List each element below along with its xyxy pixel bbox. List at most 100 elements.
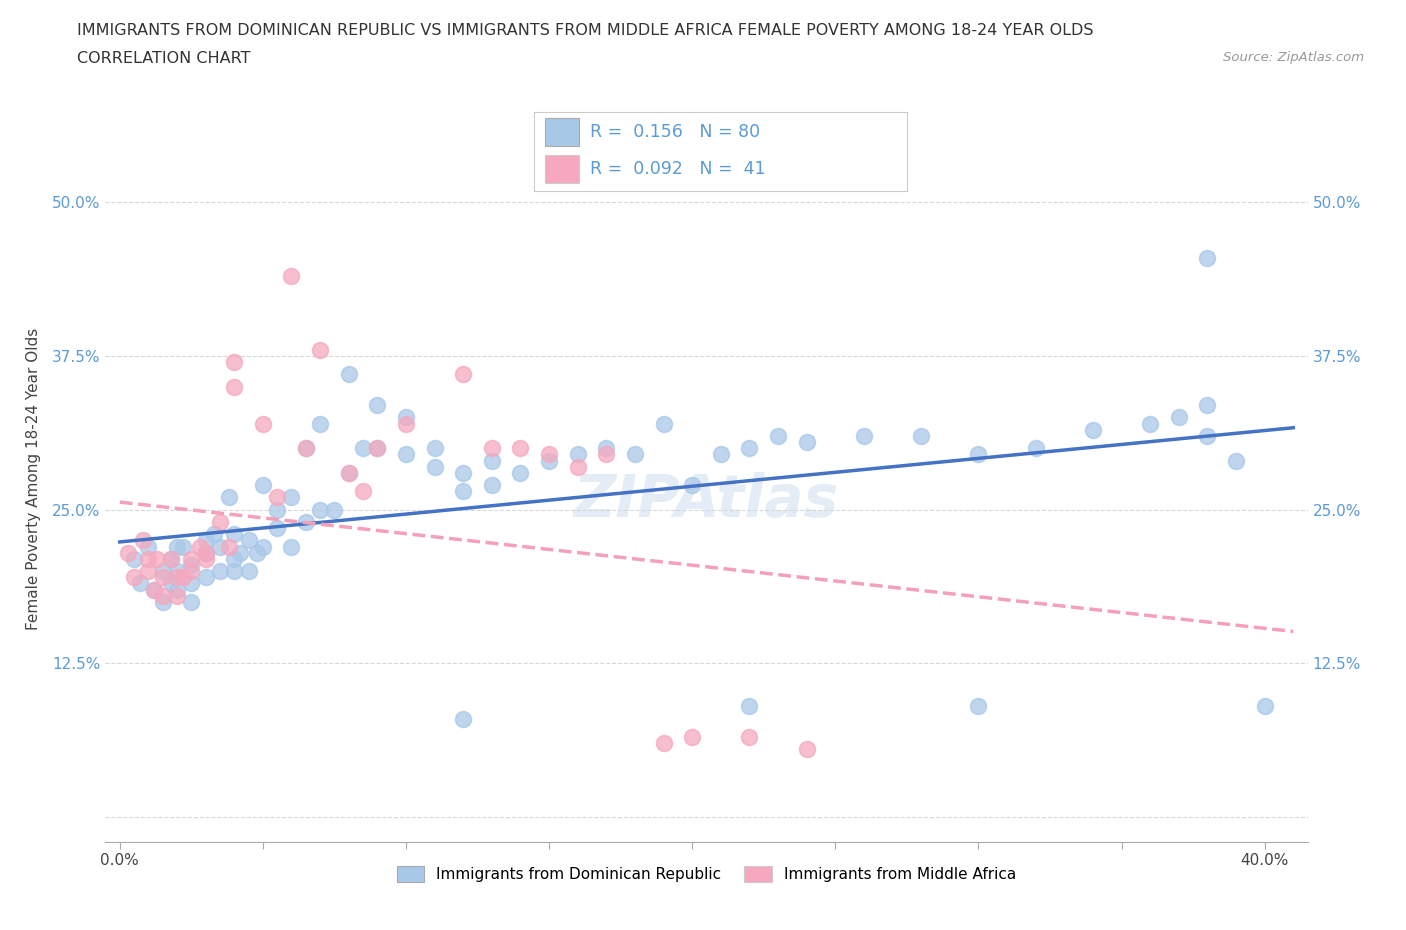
Text: IMMIGRANTS FROM DOMINICAN REPUBLIC VS IMMIGRANTS FROM MIDDLE AFRICA FEMALE POVER: IMMIGRANTS FROM DOMINICAN REPUBLIC VS IM… (77, 23, 1094, 38)
Point (1253, 699, 1275, 714)
Text: Source: ZipAtlas.com: Source: ZipAtlas.com (1223, 51, 1364, 64)
Point (194, 533, 217, 548)
Point (323, 502, 346, 517)
Point (152, 564, 174, 578)
Point (229, 545, 252, 560)
Text: CORRELATION CHART: CORRELATION CHART (77, 51, 250, 66)
Point (252, 539, 274, 554)
Point (160, 576, 183, 591)
Point (451, 367, 474, 382)
Point (352, 441, 374, 456)
Point (280, 269, 302, 284)
Bar (546, 155, 579, 182)
Point (738, 699, 761, 714)
Point (595, 447, 617, 462)
Point (309, 417, 332, 432)
Point (128, 576, 150, 591)
Point (352, 484, 374, 498)
Legend: Immigrants from Dominican Republic, Immigrants from Middle Africa: Immigrants from Dominican Republic, Immi… (391, 860, 1022, 888)
Point (481, 441, 503, 456)
Point (766, 429, 789, 444)
Point (1081, 422, 1104, 437)
Point (194, 545, 217, 560)
Point (218, 539, 240, 554)
Point (224, 526, 246, 541)
Point (152, 594, 174, 609)
Point (796, 434, 818, 449)
Point (218, 490, 240, 505)
Point (710, 447, 733, 462)
Point (143, 582, 166, 597)
Point (224, 551, 246, 566)
Point (280, 539, 302, 554)
Point (1025, 441, 1047, 456)
Point (252, 478, 274, 493)
Point (180, 551, 202, 566)
Point (423, 459, 446, 474)
Point (166, 589, 188, 604)
Point (172, 539, 194, 554)
Point (295, 441, 318, 456)
Point (309, 342, 332, 357)
Point (395, 447, 418, 462)
Point (1225, 453, 1247, 468)
Point (122, 551, 145, 566)
Point (796, 742, 818, 757)
Point (366, 441, 388, 456)
Point (202, 526, 225, 541)
Point (224, 354, 246, 369)
Point (967, 699, 990, 714)
Point (1197, 250, 1219, 265)
Point (567, 459, 589, 474)
Point (309, 502, 332, 517)
Point (423, 441, 446, 456)
Point (238, 564, 260, 578)
Y-axis label: Female Poverty Among 18-24 Year Olds: Female Poverty Among 18-24 Year Olds (25, 328, 41, 631)
Point (509, 441, 531, 456)
Point (595, 441, 617, 456)
Point (208, 564, 231, 578)
Text: ZIPAtlas: ZIPAtlas (574, 472, 839, 529)
Point (180, 558, 202, 573)
Point (143, 582, 166, 597)
Point (652, 736, 675, 751)
Point (194, 551, 217, 566)
Point (117, 545, 139, 560)
Point (295, 441, 318, 456)
Point (194, 545, 217, 560)
Point (180, 594, 202, 609)
Point (252, 417, 274, 432)
Point (238, 533, 260, 548)
Point (1167, 410, 1189, 425)
Point (266, 521, 288, 536)
Point (152, 589, 174, 604)
Point (160, 551, 183, 566)
Point (131, 533, 153, 548)
Point (224, 379, 246, 394)
Point (180, 564, 202, 578)
Point (538, 453, 561, 468)
Point (138, 564, 160, 578)
Point (738, 441, 761, 456)
Point (208, 514, 231, 529)
Text: R =  0.156   N = 80: R = 0.156 N = 80 (591, 123, 761, 140)
Point (451, 465, 474, 480)
Point (224, 564, 246, 578)
Point (166, 570, 188, 585)
Point (295, 514, 318, 529)
Point (1139, 417, 1161, 432)
Point (194, 545, 217, 560)
Point (738, 730, 761, 745)
Point (967, 447, 990, 462)
Point (166, 582, 188, 597)
Point (681, 478, 703, 493)
Point (509, 465, 531, 480)
Point (681, 730, 703, 745)
Point (366, 441, 388, 456)
Point (180, 576, 202, 591)
Point (395, 417, 418, 432)
Point (1197, 398, 1219, 413)
Point (166, 564, 188, 578)
Text: R =  0.092   N =  41: R = 0.092 N = 41 (591, 160, 766, 178)
Point (624, 447, 647, 462)
